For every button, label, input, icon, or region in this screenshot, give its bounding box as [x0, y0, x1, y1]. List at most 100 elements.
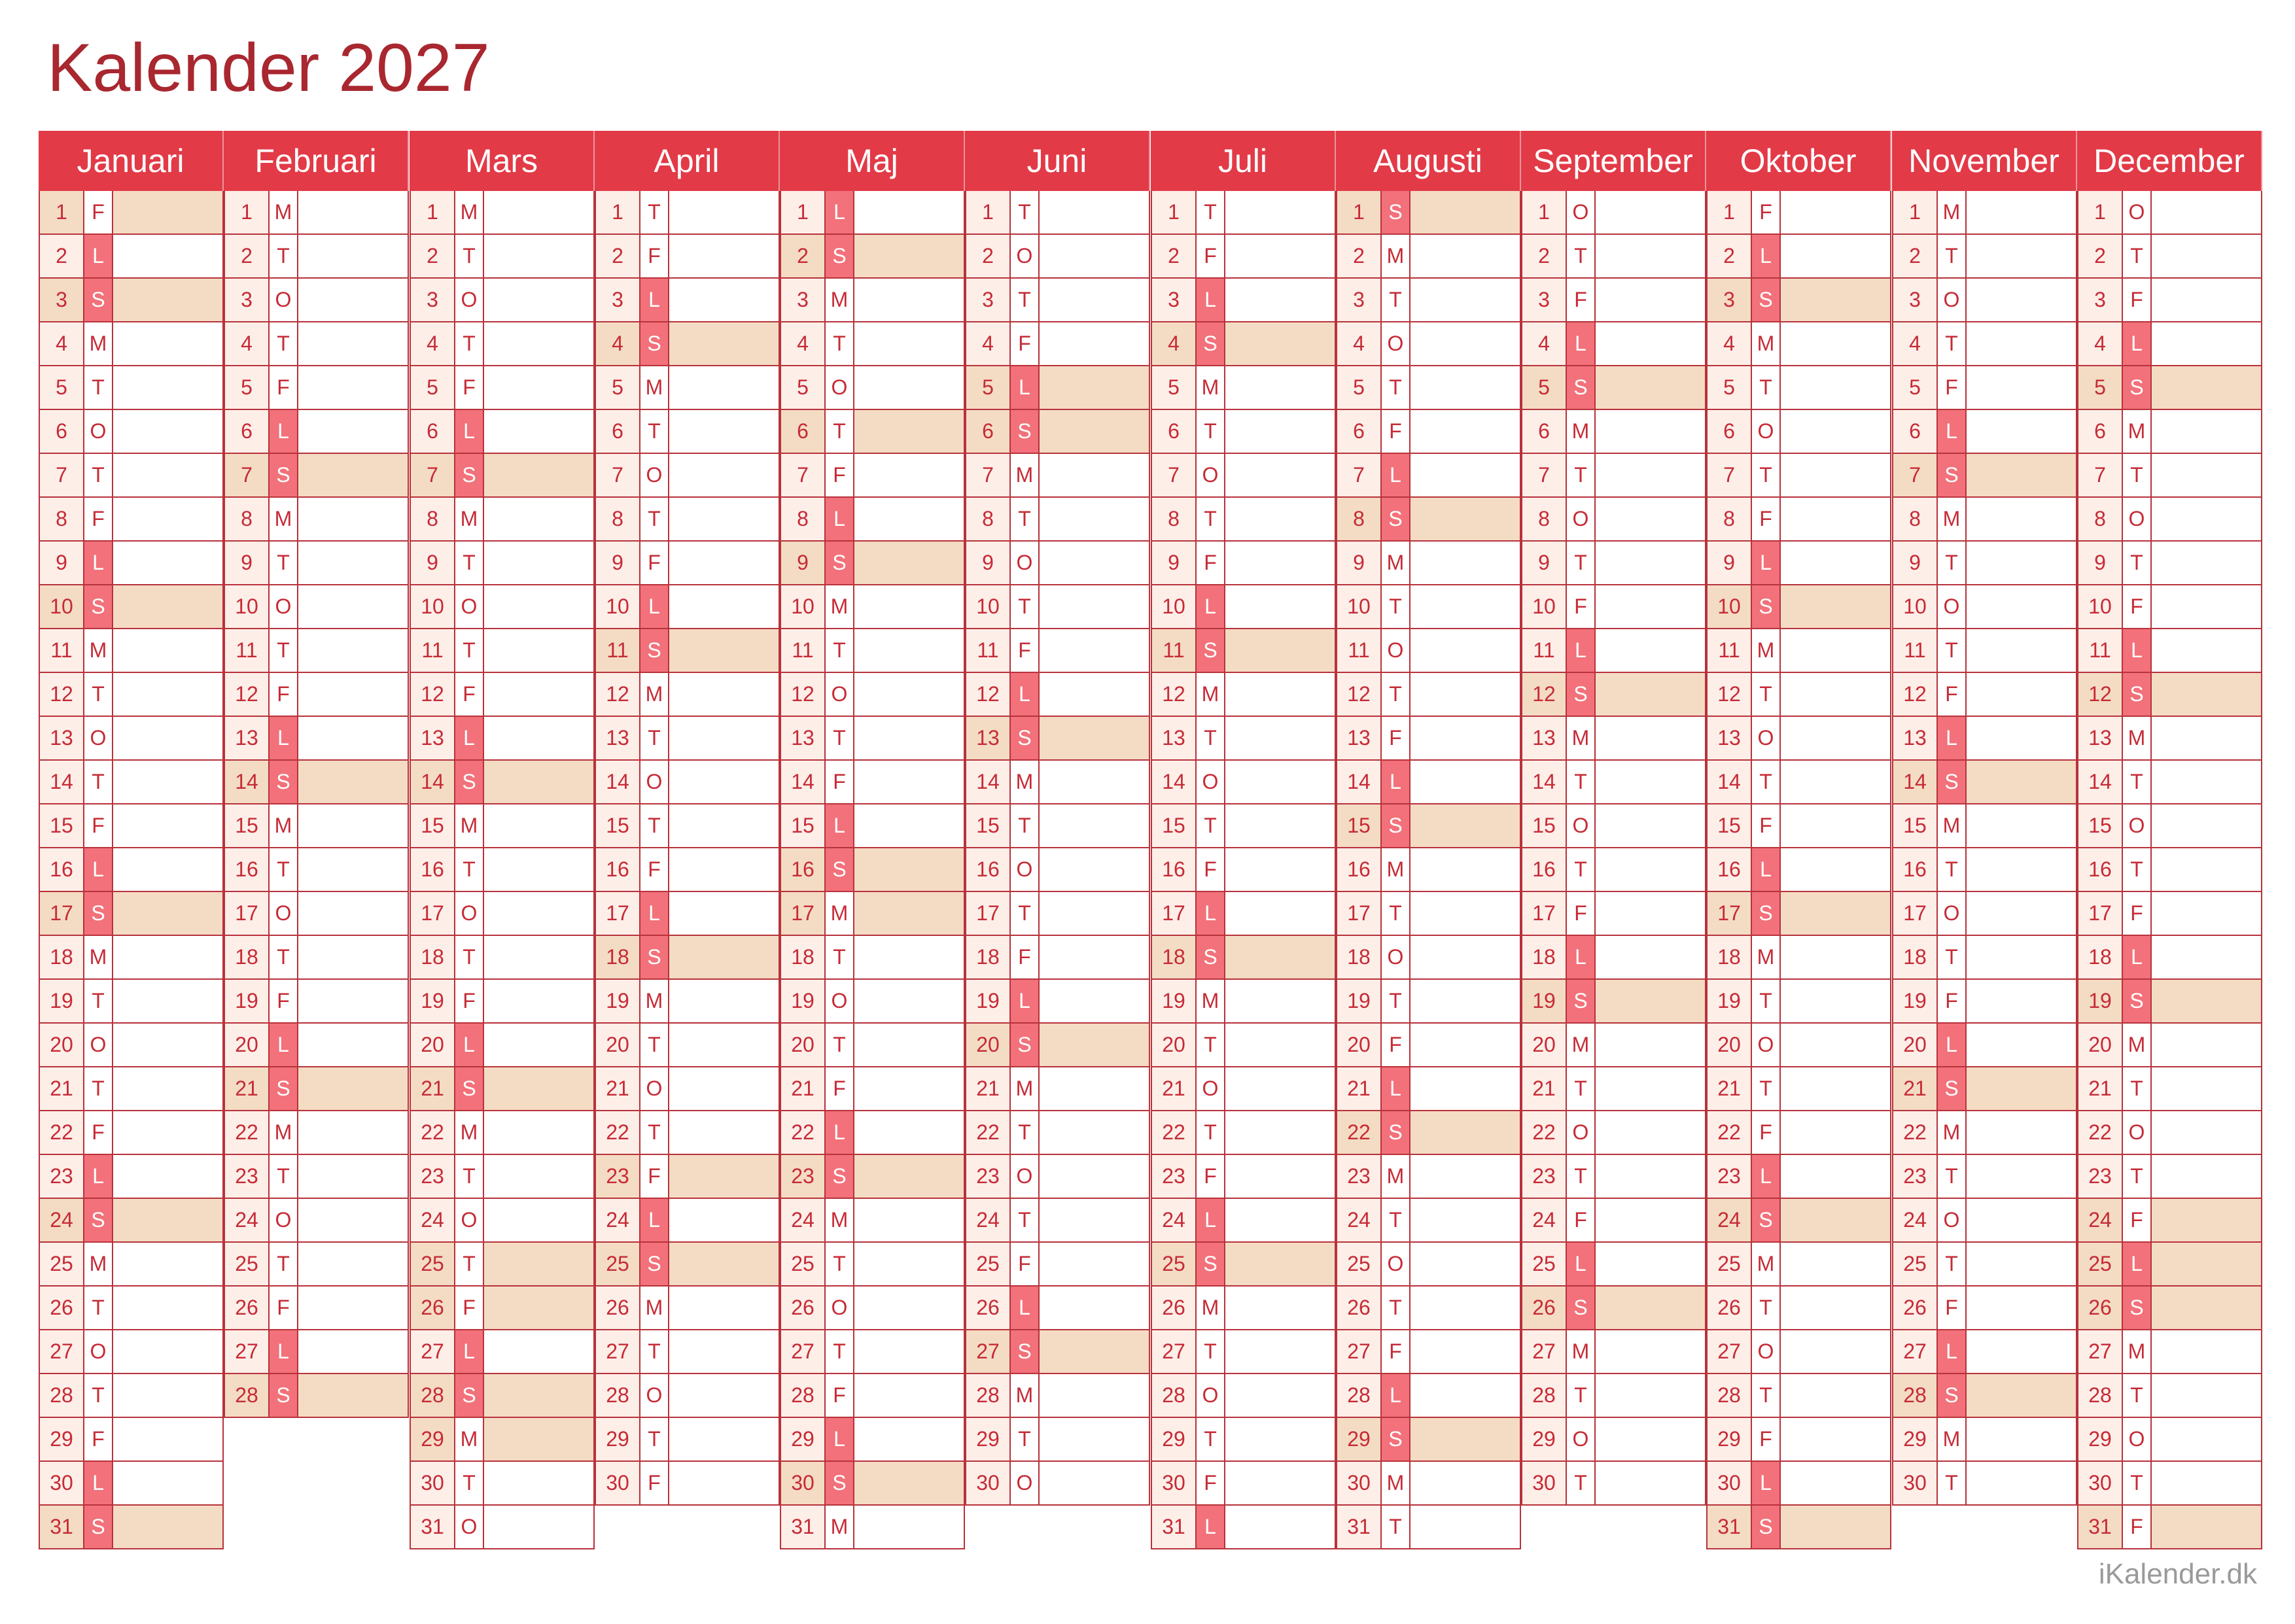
day-note-cell [854, 585, 964, 628]
day-note-cell [1040, 892, 1149, 935]
day-note-cell [298, 1111, 408, 1154]
weekday-letter: M [1938, 191, 1967, 233]
weekday-letter: M [270, 804, 298, 847]
day-number: 5 [781, 366, 826, 409]
weekday-letter: L [2123, 1243, 2152, 1285]
weekday-letter: T [1752, 980, 1781, 1022]
weekday-letter: M [1382, 235, 1410, 277]
day-note-cell [1781, 1067, 1890, 1110]
day-number: 24 [1708, 1199, 1752, 1241]
day-number: 3 [1337, 279, 1382, 321]
day-note-cell [1040, 761, 1149, 803]
day-note-cell [1410, 1287, 1520, 1329]
day-row: 18 L [2077, 936, 2262, 980]
day-row: 24 S [1706, 1199, 1891, 1243]
day-number: 4 [411, 322, 455, 365]
weekday-letter: L [826, 1111, 854, 1154]
month-header: December [2077, 131, 2262, 191]
day-number: 13 [596, 717, 640, 759]
day-note-cell [113, 1506, 222, 1548]
day-row: 20 T [780, 1024, 965, 1067]
weekday-letter: T [1938, 1243, 1967, 1285]
day-number: 27 [1337, 1330, 1382, 1373]
day-note-cell [854, 1067, 964, 1110]
weekday-letter: F [1938, 673, 1967, 716]
day-number: 3 [1893, 279, 1938, 321]
day-row: 19 M [595, 980, 780, 1024]
day-note-cell [298, 585, 408, 628]
day-number: 11 [781, 629, 826, 672]
weekday-letter: L [455, 1330, 484, 1373]
day-row: 15 T [595, 804, 780, 848]
day-note-cell [2152, 366, 2261, 409]
day-row: 21 S [1892, 1067, 2077, 1111]
day-number: 27 [596, 1330, 640, 1373]
day-number: 27 [966, 1330, 1011, 1373]
day-note-cell [854, 1462, 964, 1504]
day-note-cell [2152, 410, 2261, 453]
month-column: Juni 1 T 2 O 3 T 4 F 5 L 6 S 7 M 8 T 9 O 10 T 11 F 12 L 13 S 14 M 15 T… [965, 131, 1150, 1549]
day-number: 7 [781, 454, 826, 496]
day-number: 19 [1337, 980, 1382, 1022]
day-row: 18 L [1521, 936, 1706, 980]
weekday-letter: L [270, 717, 298, 759]
weekday-letter: M [1938, 498, 1967, 540]
weekday-letter: L [455, 410, 484, 453]
day-note-cell [484, 761, 593, 803]
day-number: 22 [225, 1111, 270, 1154]
weekday-letter: T [84, 980, 113, 1022]
weekday-letter: S [1752, 1199, 1781, 1241]
day-number: 11 [1152, 629, 1197, 672]
weekday-letter: O [826, 980, 854, 1022]
day-row: 14 T [39, 761, 224, 804]
day-number: 17 [2078, 892, 2123, 935]
weekday-letter: T [270, 936, 298, 978]
day-row: 25 O [1336, 1243, 1521, 1287]
day-number: 1 [1893, 191, 1938, 233]
day-note-cell [1596, 1067, 1705, 1110]
day-number: 4 [781, 322, 826, 365]
month-column: Januari 1 F 2 L 3 S 4 M 5 T 6 O 7 T 8 F 9 L 10 S 11 M 12 T 13 O 14 T… [39, 131, 224, 1549]
day-number: 14 [1337, 761, 1382, 803]
day-row: 16 T [224, 848, 409, 892]
day-row: 21 T [39, 1067, 224, 1111]
day-note-cell [1225, 498, 1335, 540]
weekday-letter: L [1197, 892, 1225, 935]
day-number: 24 [1152, 1199, 1197, 1241]
day-note-cell [1596, 1374, 1705, 1417]
day-note-cell [298, 936, 408, 978]
day-row: 25 M [39, 1243, 224, 1287]
weekday-letter: O [1938, 585, 1967, 628]
day-number: 20 [411, 1024, 455, 1066]
day-number: 16 [781, 848, 826, 891]
month-header: Juni [965, 131, 1150, 191]
day-row: 18 T [780, 936, 965, 980]
weekday-letter: S [1938, 761, 1967, 803]
day-number: 11 [225, 629, 270, 672]
weekday-letter: T [640, 1418, 669, 1460]
weekday-letter: S [826, 1155, 854, 1198]
weekday-letter: T [640, 498, 669, 540]
day-number: 27 [225, 1330, 270, 1373]
day-number: 23 [1152, 1155, 1197, 1198]
day-note-cell [113, 1287, 222, 1329]
day-number: 13 [40, 717, 84, 759]
weekday-letter: L [1567, 1243, 1596, 1285]
day-number: 17 [781, 892, 826, 935]
day-number: 6 [1708, 410, 1752, 453]
day-row: 16 T [1521, 848, 1706, 892]
day-number: 29 [411, 1418, 455, 1460]
day-row: 30 F [1151, 1462, 1336, 1506]
